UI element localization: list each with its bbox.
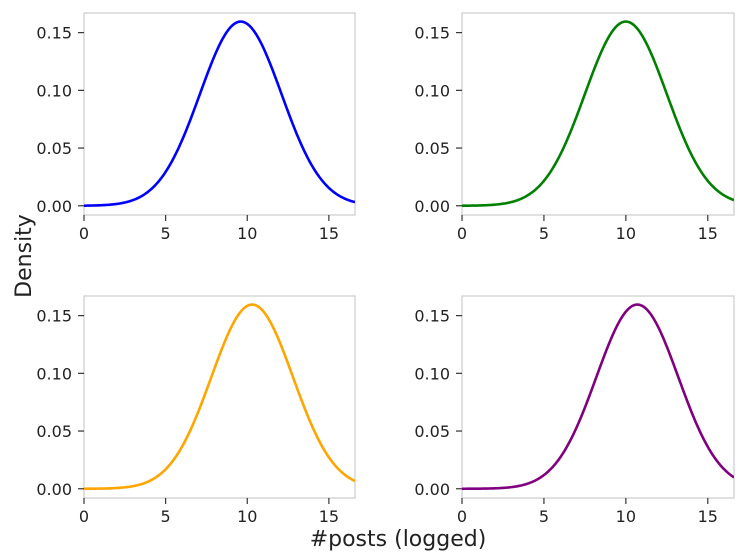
x-tick-label: 5: [539, 224, 549, 243]
y-tick-label: 0.00: [36, 480, 72, 499]
y-tick-label: 0.05: [414, 422, 450, 441]
x-tick-label: 10: [616, 507, 636, 526]
y-tick-label: 0.10: [36, 364, 72, 383]
y-axis-label: Density: [12, 214, 37, 298]
y-tick-label: 0.05: [36, 139, 72, 158]
y-tick-label: 0.10: [414, 81, 450, 100]
x-tick-label: 5: [539, 507, 549, 526]
y-tick-label: 0.10: [414, 364, 450, 383]
x-axis-label: #posts (logged): [310, 527, 487, 552]
x-tick-label: 15: [319, 224, 339, 243]
y-tick-label: 0.15: [36, 24, 72, 43]
x-tick-label: 15: [698, 224, 718, 243]
density-curve: [84, 303, 355, 491]
panel-bottom-right: 0 5 10 15 0.00 0.05 0.10 0.15: [414, 295, 735, 526]
y-tick-label: 0.15: [36, 307, 72, 326]
y-tick-label: 0.00: [36, 197, 72, 216]
y-tick-label: 0.10: [36, 81, 72, 100]
panel-bottom-left: 0 5 10 15 0.00 0.05 0.10 0.15: [36, 295, 356, 526]
density-curve: [462, 20, 734, 207]
density-curve: [84, 20, 355, 207]
x-tick-label: 10: [237, 224, 257, 243]
x-tick-label: 15: [698, 507, 718, 526]
y-tick-label: 0.15: [414, 307, 450, 326]
panel-top-left: 0 5 10 15 0.00 0.05 0.10 0.15: [36, 12, 356, 243]
x-tick-label: 0: [79, 507, 89, 526]
plot-frame: [461, 295, 735, 499]
y-tick-label: 0.00: [414, 197, 450, 216]
x-tick-label: 15: [319, 507, 339, 526]
x-tick-label: 10: [616, 224, 636, 243]
x-tick-label: 0: [457, 507, 467, 526]
x-tick-label: 10: [237, 507, 257, 526]
density-curve: [462, 303, 734, 491]
plot-frame: [461, 12, 735, 216]
x-tick-label: 5: [161, 224, 171, 243]
y-tick-label: 0.05: [414, 139, 450, 158]
y-tick-label: 0.00: [414, 480, 450, 499]
y-tick-label: 0.15: [414, 24, 450, 43]
y-tick-label: 0.05: [36, 422, 72, 441]
x-tick-label: 0: [79, 224, 89, 243]
panel-top-right: 0 5 10 15 0.00 0.05 0.10 0.15: [414, 12, 735, 243]
x-tick-label: 5: [161, 507, 171, 526]
plot-frame: [83, 295, 356, 499]
x-tick-label: 0: [457, 224, 467, 243]
